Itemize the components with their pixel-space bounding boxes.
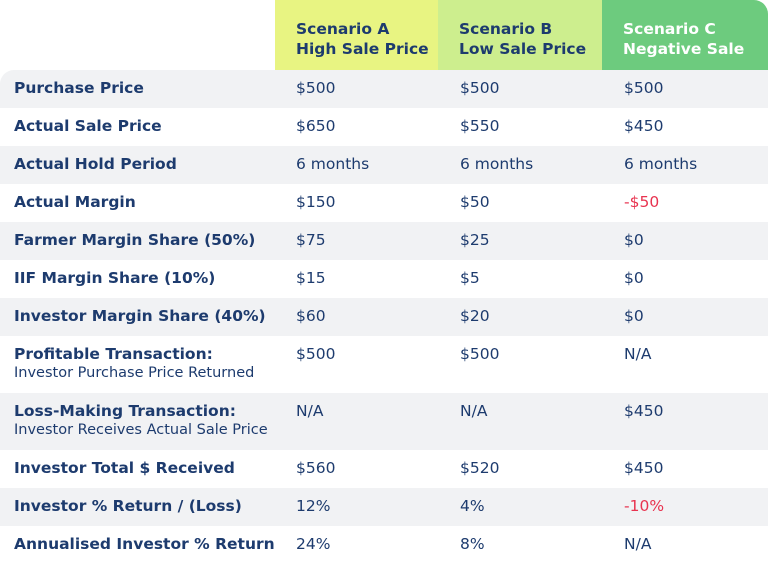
cell-scenario-b: $50 — [460, 193, 490, 211]
row-label: Actual Margin — [14, 193, 136, 211]
cell-scenario-b: 8% — [460, 535, 485, 553]
table-row-investor-margin-share: Investor Margin Share (40%) $60 $20 $0 — [0, 298, 768, 336]
row-sublabel: Investor Receives Actual Sale Price — [14, 422, 268, 438]
scenario-header-row: Scenario A High Sale Price Scenario B Lo… — [275, 0, 768, 70]
table-row-loss-making-transaction: Loss-Making Transaction: Investor Receiv… — [0, 393, 768, 450]
cell-scenario-b: $25 — [460, 231, 490, 249]
table-row-iif-margin-share: IIF Margin Share (10%) $15 $5 $0 — [0, 260, 768, 298]
table-row-actual-sale-price: Actual Sale Price $650 $550 $450 — [0, 108, 768, 146]
table-row-investor-return: Investor % Return / (Loss) 12% 4% -10% — [0, 488, 768, 526]
row-label: Investor Margin Share (40%) — [14, 307, 266, 325]
cell-scenario-c: $0 — [624, 269, 644, 287]
scenario-c-title: Scenario C — [623, 20, 716, 38]
cell-scenario-a: $60 — [296, 307, 326, 325]
row-label: Actual Hold Period — [14, 155, 177, 173]
cell-scenario-b: $550 — [460, 117, 500, 135]
cell-scenario-a: 6 months — [296, 155, 370, 173]
cell-scenario-b: 4% — [460, 497, 485, 515]
row-label: IIF Margin Share (10%) — [14, 269, 216, 287]
cell-scenario-a: $500 — [296, 345, 336, 363]
cell-scenario-a: $150 — [296, 193, 336, 211]
row-label: Loss-Making Transaction: Investor Receiv… — [0, 401, 282, 439]
row-label: Purchase Price — [14, 79, 144, 97]
cell-scenario-b: 6 months — [460, 155, 534, 173]
scenario-b-title: Scenario B — [459, 20, 553, 38]
cell-scenario-c: $500 — [624, 79, 664, 97]
table-row-profitable-transaction: Profitable Transaction: Investor Purchas… — [0, 336, 768, 393]
scenario-a-title: Scenario A — [296, 20, 390, 38]
scenario-c-subtitle: Negative Sale — [623, 40, 745, 58]
cell-scenario-b: N/A — [460, 402, 488, 420]
cell-scenario-a: $650 — [296, 117, 336, 135]
row-label: Profitable Transaction: Investor Purchas… — [0, 344, 282, 382]
cell-scenario-c: N/A — [624, 345, 652, 363]
row-label: Farmer Margin Share (50%) — [14, 231, 256, 249]
cell-scenario-c-negative: -10% — [624, 497, 665, 515]
scenario-a-header: Scenario A High Sale Price — [275, 0, 438, 70]
row-label: Investor Total $ Received — [14, 459, 235, 477]
scenario-c-header: Scenario C Negative Sale — [602, 0, 768, 70]
cell-scenario-b: $500 — [460, 345, 500, 363]
cell-scenario-c: $450 — [624, 117, 664, 135]
scenario-b-subtitle: Low Sale Price — [459, 40, 587, 58]
row-label: Actual Sale Price — [14, 117, 162, 135]
cell-scenario-c: 6 months — [624, 155, 698, 173]
cell-scenario-c-negative: -$50 — [624, 193, 660, 211]
cell-scenario-a: $15 — [296, 269, 326, 287]
table-row-annualised-return: Annualised Investor % Return 24% 8% N/A — [0, 526, 768, 564]
cell-scenario-b: $5 — [460, 269, 480, 287]
cell-scenario-a: $560 — [296, 459, 336, 477]
row-label: Annualised Investor % Return — [14, 535, 275, 553]
cell-scenario-c: $0 — [624, 307, 644, 325]
scenario-b-header: Scenario B Low Sale Price — [438, 0, 602, 70]
cell-scenario-a: 24% — [296, 535, 331, 553]
cell-scenario-b: $500 — [460, 79, 500, 97]
cell-scenario-a: N/A — [296, 402, 324, 420]
cell-scenario-c: $450 — [624, 402, 664, 420]
table-row-hold-period: Actual Hold Period 6 months 6 months 6 m… — [0, 146, 768, 184]
cell-scenario-a: $75 — [296, 231, 326, 249]
cell-scenario-c: $450 — [624, 459, 664, 477]
scenario-comparison-table: Purchase Price $500 $500 $500 Actual Sal… — [0, 70, 768, 564]
cell-scenario-a: 12% — [296, 497, 331, 515]
table-row-farmer-margin-share: Farmer Margin Share (50%) $75 $25 $0 — [0, 222, 768, 260]
cell-scenario-b: $20 — [460, 307, 490, 325]
table-row-investor-total-received: Investor Total $ Received $560 $520 $450 — [0, 450, 768, 488]
cell-scenario-b: $520 — [460, 459, 500, 477]
scenario-a-subtitle: High Sale Price — [296, 40, 429, 58]
cell-scenario-a: $500 — [296, 79, 336, 97]
cell-scenario-c: N/A — [624, 535, 652, 553]
table-row-purchase-price: Purchase Price $500 $500 $500 — [0, 70, 768, 108]
table-row-actual-margin: Actual Margin $150 $50 -$50 — [0, 184, 768, 222]
cell-scenario-c: $0 — [624, 231, 644, 249]
row-label: Investor % Return / (Loss) — [14, 497, 242, 515]
row-sublabel: Investor Purchase Price Returned — [14, 365, 255, 381]
